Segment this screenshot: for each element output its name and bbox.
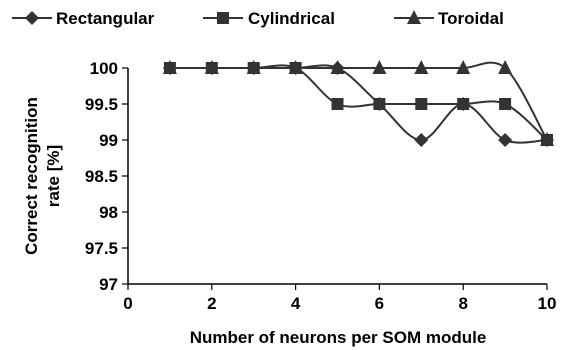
x-tick-label: 10	[538, 294, 557, 313]
data-point-toroidal	[540, 132, 554, 146]
x-tick-label: 2	[207, 294, 216, 313]
y-tick-label: 100	[90, 59, 118, 78]
y-axis-title: Correct recognition rate [%]	[22, 97, 63, 255]
series-line-toroidal	[169, 61, 548, 141]
data-point-toroidal	[414, 60, 429, 74]
series-rectangular	[162, 61, 554, 147]
legend-marker-square	[217, 12, 229, 24]
data-point-cylindrical	[331, 98, 344, 110]
data-point-toroidal	[204, 60, 219, 74]
x-tick-label: 4	[291, 294, 301, 313]
legend-item-toroidal: Toroidal	[394, 9, 504, 28]
data-point-toroidal	[330, 60, 345, 74]
y-tick-label: 99	[99, 131, 118, 150]
legend-item-rectangular: Rectangular	[12, 9, 155, 28]
legend-marker-triangle	[407, 10, 421, 24]
y-tick-label: 97.5	[85, 239, 118, 258]
y-tick-label: 98.5	[85, 167, 118, 186]
legend-label: Rectangular	[56, 9, 155, 28]
data-point-cylindrical	[499, 98, 512, 110]
data-point-cylindrical	[373, 98, 386, 110]
x-tick-label: 8	[458, 294, 467, 313]
data-point-rectangular	[498, 133, 513, 147]
data-point-toroidal	[456, 60, 471, 74]
data-point-toroidal	[372, 60, 387, 74]
y-axis-title-line-2: rate [%]	[44, 145, 63, 207]
legend: Rectangular Cylindrical Toroidal	[12, 9, 504, 28]
y-tick-label: 97	[99, 275, 118, 294]
axis-titles: Number of neurons per SOM module Correct…	[22, 97, 486, 347]
data-point-rectangular	[414, 133, 429, 147]
series-group	[162, 60, 554, 147]
data-point-toroidal	[246, 60, 261, 74]
x-axis-title: Number of neurons per SOM module	[190, 328, 487, 347]
legend-marker-diamond	[25, 11, 39, 25]
data-point-toroidal	[498, 60, 513, 74]
x-tick-label: 6	[375, 294, 384, 313]
series-toroidal	[162, 60, 554, 146]
data-point-toroidal	[288, 60, 303, 74]
data-point-cylindrical	[415, 98, 428, 110]
series-line-rectangular	[169, 64, 548, 144]
data-point-toroidal	[162, 60, 177, 74]
data-point-cylindrical	[457, 98, 470, 110]
series-line-cylindrical	[169, 64, 548, 141]
x-tick-label: 0	[123, 294, 132, 313]
y-axis-title-line-1: Correct recognition	[22, 97, 41, 255]
axes: 97 97.5 98 98.5 99 99.5 100 0 2 4 6 8 10	[85, 59, 557, 313]
series-cylindrical	[163, 62, 553, 146]
legend-item-cylindrical: Cylindrical	[203, 9, 335, 28]
legend-label: Cylindrical	[248, 9, 335, 28]
y-tick-label: 98	[99, 203, 118, 222]
y-tick-label: 99.5	[85, 95, 118, 114]
legend-label: Toroidal	[438, 9, 504, 28]
